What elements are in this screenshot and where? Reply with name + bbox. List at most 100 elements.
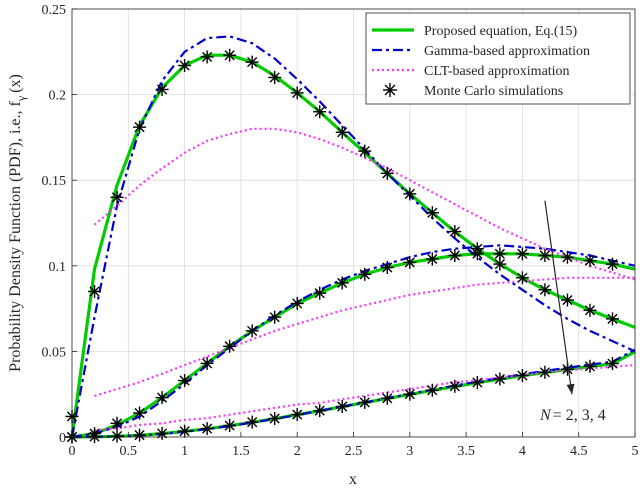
- proposed-series-line-n2: [70, 53, 636, 438]
- mc-marker-n2: [245, 55, 259, 69]
- mc-marker-n2: [605, 312, 619, 326]
- star-stroke: [404, 188, 415, 199]
- mc-marker-n4: [223, 419, 237, 433]
- x-tick-label: 1.5: [232, 444, 250, 459]
- mc-marker-n3: [313, 286, 327, 300]
- star-stroke: [292, 298, 303, 309]
- star-stroke: [404, 389, 415, 400]
- y-tick-label: 0.1: [49, 260, 67, 275]
- star-stroke: [607, 313, 618, 324]
- y-tick-label: 0.15: [42, 174, 67, 189]
- star-stroke: [337, 401, 348, 412]
- x-tick-label: 3.5: [457, 444, 475, 459]
- mc-marker-n3: [110, 416, 124, 430]
- mc-marker-n2: [110, 190, 124, 204]
- mc-marker-n2: [335, 125, 349, 139]
- mc-marker-n4: [110, 429, 124, 443]
- star-stroke: [384, 84, 396, 96]
- mc-marker-n4: [448, 379, 462, 393]
- y-axis-label-subscript: γ: [14, 95, 28, 102]
- star-stroke: [247, 56, 258, 68]
- plot-area: [65, 35, 636, 444]
- star-stroke: [382, 168, 393, 179]
- mc-marker-n3: [605, 257, 619, 271]
- star-stroke: [89, 286, 100, 297]
- mc-marker-n3: [223, 339, 237, 353]
- mc-marker-n4: [425, 383, 439, 397]
- star-stroke: [584, 361, 596, 372]
- star-stroke: [269, 72, 280, 83]
- legend-label-clt: CLT-based approximation: [424, 64, 570, 79]
- star-stroke: [179, 426, 190, 437]
- star-stroke: [517, 272, 528, 283]
- star-stroke: [314, 288, 325, 299]
- mc-marker-n2: [538, 283, 552, 297]
- star-stroke: [224, 50, 235, 61]
- star-stroke: [449, 381, 460, 392]
- annotation-arrowhead: [566, 383, 575, 395]
- star-stroke: [202, 358, 213, 369]
- star-stroke: [111, 431, 123, 442]
- star-stroke: [202, 423, 213, 434]
- mc-marker-n4: [313, 404, 327, 418]
- star-stroke: [562, 294, 573, 306]
- mc-marker-n3: [358, 267, 372, 281]
- mc-marker-n3: [133, 406, 147, 420]
- star-stroke: [202, 51, 213, 63]
- mc-marker-n3: [470, 247, 484, 261]
- star-stroke: [269, 413, 280, 424]
- star-stroke: [224, 341, 235, 352]
- x-tick-label: 1: [181, 444, 188, 459]
- mc-marker-n2: [425, 206, 439, 220]
- mc-marker-n2: [290, 86, 304, 100]
- mc-marker-n3: [178, 374, 192, 388]
- mc-marker-n2: [313, 105, 327, 119]
- annotation-values: = 2, 3, 4: [553, 407, 606, 424]
- star-stroke: [179, 375, 190, 386]
- star-stroke: [269, 312, 280, 323]
- mc-marker-n4: [583, 359, 597, 373]
- star-stroke: [382, 393, 393, 404]
- mc-marker-n2: [88, 284, 102, 298]
- y-axis-label-main: Probability Density Function (PDF), i.e.…: [7, 100, 24, 371]
- mc-marker-n4: [133, 428, 147, 442]
- mc-marker-n4: [605, 357, 619, 371]
- star-stroke: [134, 407, 145, 419]
- star-stroke: [472, 377, 483, 388]
- annotation-arrow-line: [544, 200, 573, 395]
- mc-marker-n3: [493, 247, 507, 261]
- star-stroke: [134, 122, 145, 133]
- star-stroke: [517, 370, 528, 381]
- star-stroke: [359, 397, 370, 408]
- x-tick-label: 4.5: [570, 444, 588, 459]
- star-stroke: [562, 364, 573, 375]
- axis-ticks: 0 0.5 1 1.5 2 2.5 3 3.5 4 4.5 5 0 0.05 0.1 0.15 0.2 0.25: [42, 3, 639, 459]
- star-stroke: [359, 146, 370, 157]
- star-stroke: [539, 250, 551, 261]
- mc-marker-n3: [515, 247, 529, 261]
- mc-marker-n3: [448, 249, 462, 263]
- star-stroke: [337, 277, 348, 289]
- mc-marker-n3: [380, 261, 394, 275]
- mc-marker-n2: [358, 144, 372, 158]
- mc-marker-n2: [448, 225, 462, 239]
- x-tick-label: 2.5: [345, 444, 363, 459]
- star-stroke: [494, 258, 505, 270]
- mc-marker-n4: [358, 395, 372, 409]
- x-tick-label: 0.5: [120, 444, 138, 459]
- star-stroke: [156, 428, 168, 439]
- x-tick-label: 3: [406, 444, 413, 459]
- mc-marker-n2: [155, 82, 169, 96]
- star-stroke: [111, 418, 123, 429]
- legend-label-gamma: Gamma-based approximation: [424, 44, 590, 59]
- legend: Proposed equation, Eq.(15) Gamma-based ap…: [365, 12, 631, 105]
- mc-marker-n2: [583, 303, 597, 317]
- mc-marker-n4: [470, 376, 484, 390]
- mc-marker-n4: [538, 365, 552, 379]
- mc-marker-n3: [560, 250, 574, 264]
- star-stroke: [314, 405, 325, 416]
- star-stroke: [607, 258, 618, 270]
- star-stroke: [111, 192, 123, 203]
